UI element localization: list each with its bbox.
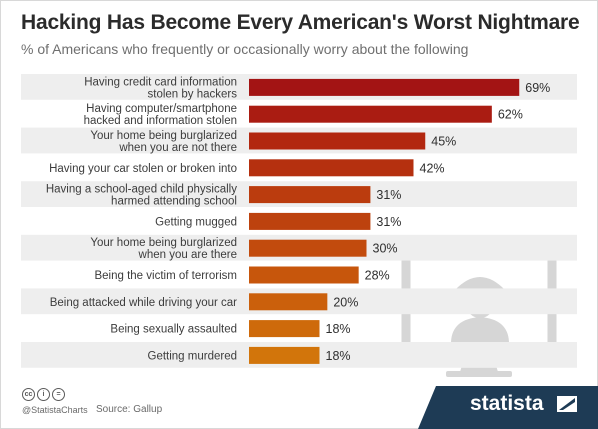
bar <box>249 239 367 257</box>
category-label: Getting mugged <box>155 216 237 228</box>
category-label: Being the victim of terrorism <box>94 270 237 282</box>
category-label: Having computer/smartphone hacked and inf… <box>84 103 237 127</box>
bar <box>249 320 320 338</box>
category-label: Being sexually assaulted <box>110 324 237 336</box>
bar <box>249 105 492 123</box>
category-label: Your home being burglarized when you are … <box>90 237 237 261</box>
category-label: Having credit card information stolen by … <box>84 76 237 100</box>
bar <box>249 293 328 311</box>
statista-logo-icon <box>557 396 577 412</box>
attribution-icon: i <box>37 388 50 401</box>
social-handle[interactable]: @StatistaCharts <box>22 405 88 415</box>
value-label: 18% <box>326 322 351 336</box>
bar <box>249 186 371 204</box>
no-derivatives-icon: = <box>52 388 65 401</box>
value-label: 69% <box>525 81 550 95</box>
brand-logo-text[interactable]: statista <box>470 392 544 415</box>
chart-title: Hacking Has Become Every American's Wors… <box>21 11 580 34</box>
value-label: 28% <box>365 269 390 283</box>
bar <box>249 266 359 284</box>
value-label: 45% <box>431 135 456 149</box>
value-label: 31% <box>376 215 401 229</box>
value-label: 31% <box>376 188 401 202</box>
creative-commons-icon: cc <box>22 388 35 401</box>
category-label: Having your car stolen or broken into <box>49 163 237 175</box>
category-label: Being attacked while driving your car <box>50 297 237 309</box>
source-note: Source: Gallup <box>96 404 163 415</box>
value-label: 20% <box>333 295 358 309</box>
value-label: 62% <box>498 108 523 122</box>
bar <box>249 212 371 230</box>
category-label: Getting murdered <box>148 350 238 362</box>
value-label: 42% <box>420 161 445 175</box>
chart-subtitle: % of Americans who frequently or occasio… <box>21 41 469 57</box>
category-label: Your home being burglarized when you are … <box>90 130 237 154</box>
footer: cc i = @StatistaCharts Source: Gallup st… <box>0 380 598 429</box>
category-label: Having a school-aged child physically har… <box>46 184 237 208</box>
value-label: 30% <box>373 242 398 256</box>
bar <box>249 346 320 364</box>
license-icons: cc i = <box>22 388 65 401</box>
value-label: 18% <box>326 349 351 363</box>
bar <box>249 159 414 177</box>
bar <box>249 132 426 150</box>
bar <box>249 78 520 96</box>
